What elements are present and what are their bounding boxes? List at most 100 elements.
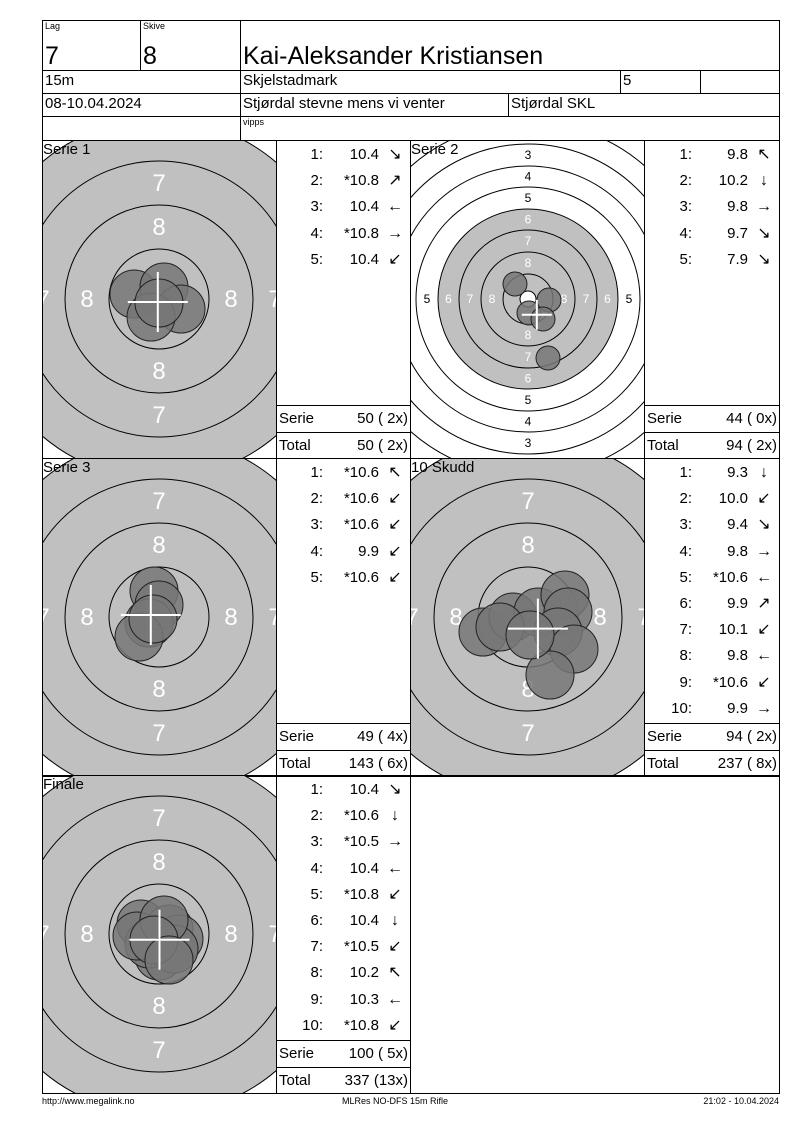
ring-label: 8 bbox=[152, 993, 165, 1020]
ring-label: 7 bbox=[152, 402, 165, 429]
organizer: Stjørdal SKL bbox=[511, 95, 596, 112]
shot-row: 1: *10.6 ↖ bbox=[277, 462, 410, 484]
shot-row: 4: 9.8 → bbox=[645, 541, 779, 563]
group-center-cross bbox=[507, 598, 568, 659]
shot-row: 3: 10.4 ← bbox=[277, 196, 410, 218]
serie-sum-value: 94 ( 2x) bbox=[726, 728, 777, 745]
direction-arrow-icon: ↙ bbox=[388, 568, 402, 586]
shot-number: 5: bbox=[310, 885, 323, 903]
shot-row: 9: 10.3 ← bbox=[277, 989, 410, 1011]
ring-label: 6 bbox=[525, 213, 532, 227]
shooter-name: Kai-Aleksander Kristiansen bbox=[243, 42, 544, 70]
footer-timestamp: 21:02 - 10.04.2024 bbox=[703, 1096, 779, 1106]
target-ring bbox=[480, 251, 576, 347]
shot-value: 9.8 bbox=[727, 146, 748, 163]
shot-row: 5: *10.6 ↙ bbox=[277, 567, 410, 589]
shot-row: 3: *10.5 → bbox=[277, 831, 410, 853]
ring-label: 7 bbox=[525, 350, 532, 364]
direction-arrow-icon: ↙ bbox=[388, 516, 402, 534]
direction-arrow-icon: ↙ bbox=[388, 1016, 402, 1034]
ring-label: 6 bbox=[525, 372, 532, 386]
shot-value: 10.3 bbox=[349, 990, 379, 1008]
serie-sum-label: Serie bbox=[279, 728, 315, 745]
skive-value: 8 bbox=[143, 42, 157, 70]
shot-value: *10.8 bbox=[343, 224, 379, 242]
shot-value: 10.4 bbox=[349, 781, 379, 798]
target-ring bbox=[437, 208, 619, 390]
direction-arrow-icon: ↙ bbox=[388, 885, 402, 903]
lag-label: Lag bbox=[45, 21, 61, 31]
shot-row: 2: 10.0 ↙ bbox=[645, 488, 779, 510]
ring-label: 7 bbox=[152, 1037, 165, 1064]
ring-label: 7 bbox=[152, 488, 165, 515]
target-ring bbox=[43, 478, 276, 756]
direction-arrow-icon: ↙ bbox=[388, 938, 402, 956]
direction-arrow-icon: ↖ bbox=[388, 964, 402, 982]
direction-arrow-icon: → bbox=[756, 198, 772, 216]
lag-value: 7 bbox=[45, 42, 59, 70]
ring-label: 8 bbox=[525, 256, 532, 270]
shot-number: 5: bbox=[310, 568, 323, 586]
event: Stjørdal stevne mens vi venter bbox=[243, 95, 445, 112]
target-panel: 10 Skudd88887777 bbox=[410, 458, 645, 777]
target-ring bbox=[411, 478, 644, 756]
shot-row: 7: *10.5 ↙ bbox=[277, 936, 410, 958]
shot-row: 5: 10.4 ↙ bbox=[277, 249, 410, 271]
shot-value: 10.2 bbox=[349, 964, 379, 982]
ring-label: 7 bbox=[152, 170, 165, 197]
ring-label: 8 bbox=[521, 532, 534, 559]
shot-row: 2: *10.8 ↗ bbox=[277, 170, 410, 192]
shot-value: 9.9 bbox=[358, 542, 379, 560]
shot-hole bbox=[525, 650, 575, 700]
ring-label: 8 bbox=[152, 532, 165, 559]
total-sum: Total 50 ( 2x) bbox=[277, 432, 410, 458]
direction-arrow-icon: → bbox=[387, 833, 403, 851]
date-cell: 08-10.04.2024 bbox=[42, 93, 241, 117]
target-ring bbox=[64, 839, 254, 1029]
direction-arrow-icon: ↗ bbox=[388, 172, 402, 190]
score-list: 1: 10.4 ↘ 2: *10.6 ↓ 3: *10.5 → 4: 10.4 ← 5: *10.8 ↙ 6:… bbox=[276, 775, 411, 1094]
ring-label: 8 bbox=[152, 849, 165, 876]
club-cell: Skjelstadmark bbox=[240, 70, 621, 94]
shot-value: 9.7 bbox=[727, 224, 748, 242]
shot-value: *10.8 bbox=[343, 885, 379, 903]
score-list: 1: 10.4 ↘ 2: *10.8 ↗ 3: 10.4 ← 4: *10.8 → 5: 10.4 ↙ Ser… bbox=[276, 140, 411, 459]
ring-label: 8 bbox=[489, 292, 496, 306]
direction-arrow-icon: ↖ bbox=[757, 146, 771, 163]
shot-value: 10.1 bbox=[718, 621, 748, 639]
shot-number: 3: bbox=[310, 833, 323, 851]
shot-row: 4: *10.8 → bbox=[277, 223, 410, 245]
distance-cell: 15m bbox=[42, 70, 241, 94]
ring-label: 7 bbox=[43, 921, 50, 948]
shot-row: 10: 9.9 → bbox=[645, 698, 779, 720]
group-center-cross bbox=[127, 272, 188, 332]
footer-url[interactable]: http://www.megalink.no bbox=[42, 1096, 135, 1106]
target-ring bbox=[433, 522, 623, 712]
serie-sum: Serie 49 ( 4x) bbox=[277, 723, 410, 749]
shot-row: 10: *10.8 ↙ bbox=[277, 1015, 410, 1037]
direction-arrow-icon: ↘ bbox=[757, 516, 771, 534]
shot-row: 2: *10.6 ↙ bbox=[277, 488, 410, 510]
shot-hole bbox=[530, 306, 556, 332]
total-sum: Total 337 (13x) bbox=[277, 1067, 410, 1093]
target-ring bbox=[411, 143, 644, 455]
shot-row: 1: 9.8 ↖ bbox=[645, 144, 779, 166]
direction-arrow-icon: ↘ bbox=[757, 250, 771, 268]
series-title: Serie 3 bbox=[43, 459, 91, 476]
shot-row: 4: 9.9 ↙ bbox=[277, 541, 410, 563]
serie-sum-label: Serie bbox=[279, 410, 315, 427]
shot-number: 2: bbox=[310, 490, 323, 508]
shot-number: 1: bbox=[679, 464, 692, 481]
total-sum-label: Total bbox=[279, 1072, 311, 1089]
ring-label: 7 bbox=[43, 286, 50, 313]
shot-value: *10.5 bbox=[343, 833, 379, 851]
shot-value: *10.6 bbox=[712, 673, 748, 691]
total-sum-value: 237 ( 8x) bbox=[717, 755, 777, 772]
lag-cell: Lag 7 bbox=[42, 20, 141, 71]
note-cell: vipps bbox=[240, 116, 780, 141]
shot-value: 10.4 bbox=[349, 198, 379, 216]
shot-row: 1: 10.4 ↘ bbox=[277, 144, 410, 166]
target-panel: Serie 3 8 8 8 8 7 7 7 7 bbox=[42, 458, 277, 777]
shot-value: *10.6 bbox=[712, 568, 748, 586]
direction-arrow-icon: → bbox=[756, 542, 772, 560]
